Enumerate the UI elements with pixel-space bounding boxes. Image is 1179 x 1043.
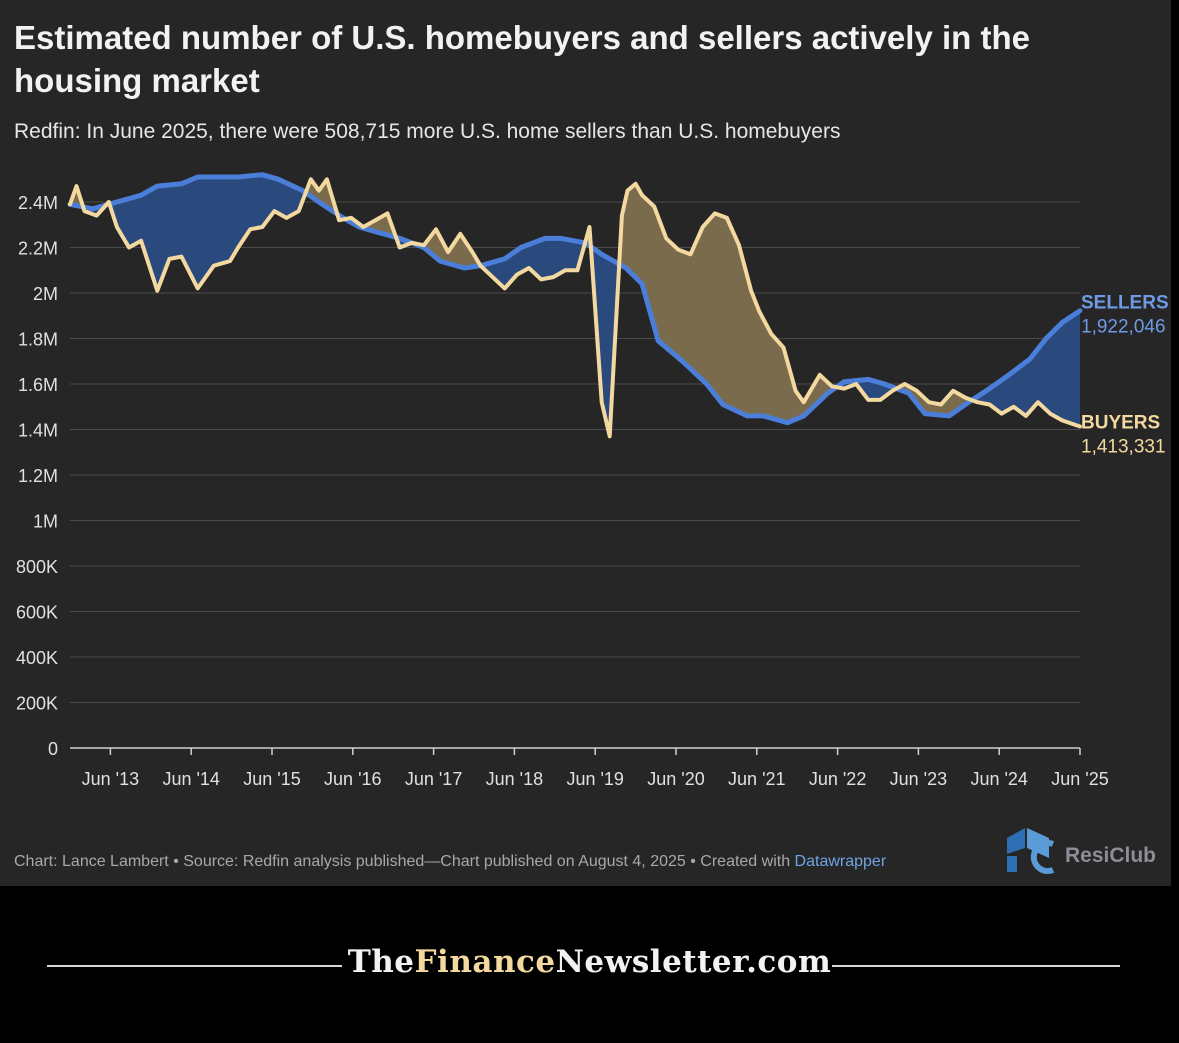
resiclub-logo: ResiClub	[1003, 824, 1168, 874]
y-tick-label: 1.8M	[18, 330, 58, 350]
footer-credit: Chart: Lance Lambert • Source: Redfin an…	[14, 853, 795, 870]
chart-title: Estimated number of U.S. homebuyers and …	[14, 19, 1030, 99]
brand-prefix: The	[347, 944, 415, 980]
sellers-surplus-area	[480, 238, 586, 289]
y-tick-label: 800K	[16, 557, 58, 577]
buyers-value-label: 1,413,331	[1081, 436, 1166, 457]
buyers-line	[68, 177, 1082, 439]
chart-subtitle: Redfin: In June 2025, there were 508,715…	[14, 120, 841, 143]
chart-footer: Chart: Lance Lambert • Source: Redfin an…	[14, 851, 1004, 873]
y-tick-label: 2.4M	[18, 193, 58, 213]
x-tick-label: Jun '14	[162, 769, 219, 789]
x-tick-label: Jun '21	[728, 769, 785, 789]
y-tick-label: 1.4M	[18, 421, 58, 441]
y-tick-label: 200K	[16, 694, 58, 714]
x-tick-label: Jun '13	[82, 769, 139, 789]
y-tick-label: 1.6M	[18, 375, 58, 395]
y-tick-label: 1M	[33, 512, 58, 532]
y-tick-label: 2M	[33, 284, 58, 304]
x-tick-label: Jun '25	[1051, 769, 1108, 789]
chart-plot: 0 200K 400K 600K 800K 1M 1.2M 1.4M 1.6M 1.8M 2M 2.2…	[16, 172, 1169, 789]
x-tick-label: Jun '17	[405, 769, 462, 789]
newsletter-banner: TheFinanceNewsletter.com	[0, 938, 1179, 990]
chart-card: Estimated number of U.S. homebuyers and …	[0, 0, 1171, 886]
resiclub-logo-text: ResiClub	[1065, 844, 1157, 867]
buyers-surplus-area	[897, 384, 973, 416]
sellers-value-label: 1,922,046	[1081, 317, 1166, 338]
x-tick-label: Jun '20	[647, 769, 704, 789]
resiclub-logo-icon	[1007, 828, 1055, 874]
datawrapper-link[interactable]: Datawrapper	[794, 853, 887, 870]
sellers-surplus-area	[109, 174, 306, 291]
x-tick-label: Jun '23	[890, 769, 947, 789]
banner-divider-right	[832, 965, 1120, 967]
newsletter-brand: TheFinanceNewsletter.com	[0, 944, 1179, 980]
y-tick-label: 0	[48, 739, 58, 759]
y-tick-label: 400K	[16, 648, 58, 668]
brand-accent: Finance	[414, 944, 556, 980]
buyers-surplus-area	[619, 183, 837, 423]
y-tick-label: 600K	[16, 603, 58, 623]
banner-divider-left	[47, 965, 342, 967]
buyers-label: BUYERS	[1081, 412, 1160, 433]
y-tick-label: 2.2M	[18, 239, 58, 259]
x-tick-label: Jun '22	[809, 769, 866, 789]
y-tick-label: 1.2M	[18, 466, 58, 486]
sellers-label: SELLERS	[1081, 293, 1169, 314]
x-tick-label: Jun '16	[324, 769, 381, 789]
x-tick-label: Jun '24	[970, 769, 1027, 789]
x-tick-label: Jun '18	[486, 769, 543, 789]
brand-suffix: Newsletter.com	[555, 944, 832, 980]
x-tick-label: Jun '19	[566, 769, 623, 789]
sellers-surplus-area	[590, 246, 620, 436]
sellers-surplus-area	[972, 310, 1080, 427]
x-tick-label: Jun '15	[243, 769, 300, 789]
